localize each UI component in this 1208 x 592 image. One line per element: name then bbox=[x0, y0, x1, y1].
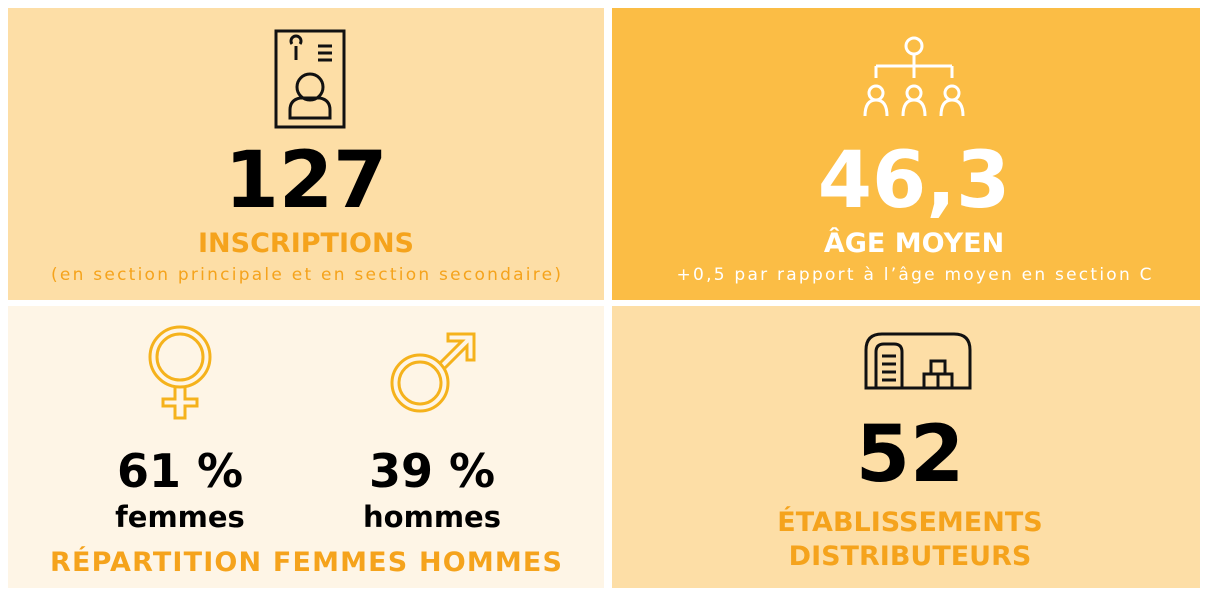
inscriptions-note: (en section principale et en section sec… bbox=[51, 265, 561, 285]
age-label: ÂGE MOYEN bbox=[824, 227, 1004, 259]
etablissements-label-line: DISTRIBUTEURS bbox=[789, 541, 1032, 572]
etablissements-label-line: ÉTABLISSEMENTS bbox=[777, 506, 1042, 538]
icon-document bbox=[274, 29, 346, 129]
icon-male bbox=[390, 332, 476, 413]
panel-repartition bbox=[8, 306, 604, 588]
inscriptions-label: INSCRIPTIONS bbox=[198, 228, 414, 259]
women-label: femmes bbox=[115, 500, 245, 534]
men-value: 39 % bbox=[369, 444, 495, 498]
men-label: hommes bbox=[363, 500, 501, 534]
icon-org bbox=[863, 36, 965, 117]
icon-female bbox=[148, 325, 212, 420]
panel-age bbox=[612, 8, 1200, 300]
panel-inscriptions bbox=[8, 8, 604, 300]
age-note: +0,5 par rapport à l’âge moyen en sectio… bbox=[677, 265, 1152, 285]
etablissements-value: 52 bbox=[856, 410, 965, 500]
inscriptions-value: 127 bbox=[225, 136, 388, 226]
women-value: 61 % bbox=[117, 444, 243, 498]
icon-warehouse bbox=[864, 332, 972, 390]
age-value: 46,3 bbox=[818, 136, 1010, 226]
repartition-label: RÉPARTITION FEMMES HOMMES bbox=[50, 546, 562, 578]
panel-etablissements bbox=[612, 306, 1200, 588]
